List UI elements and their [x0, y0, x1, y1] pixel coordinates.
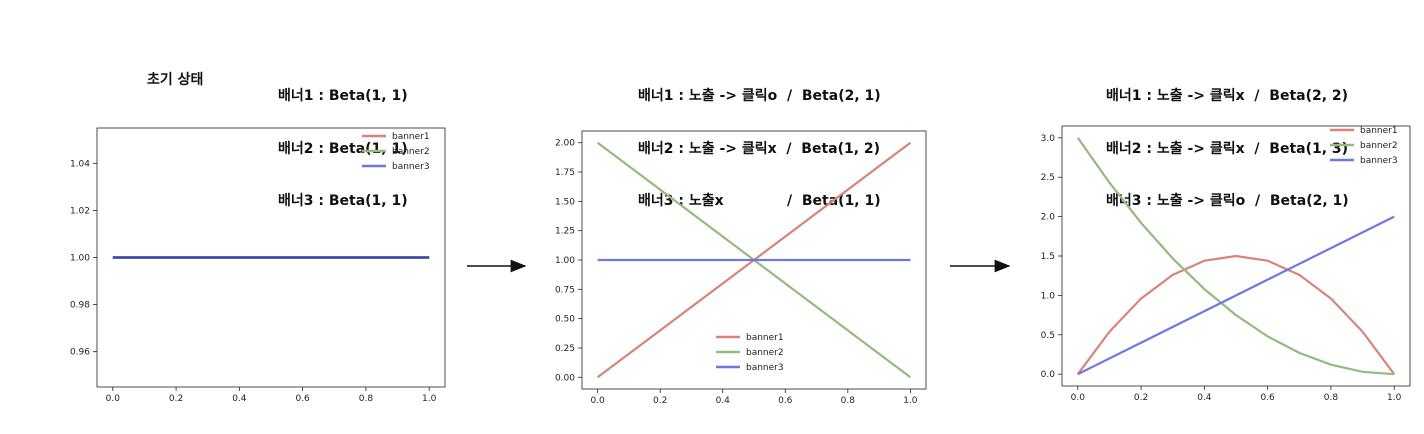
- y-tick-label: 2.5: [1041, 173, 1055, 183]
- x-tick-label: 1.0: [1387, 393, 1402, 403]
- chart-1: 0.0 0.2 0.4 0.6 0.8 1.0 0.96 0.98 1.00 1.02 1.04 ba…: [70, 127, 446, 404]
- y-tick-label: 0.00: [555, 373, 575, 383]
- y-tick-label: 0.5: [1041, 331, 1055, 341]
- legend-label-banner2: banner2: [1360, 141, 1398, 151]
- caption-chart-2: 배너1 : 노출 -> 클릭o / Beta(2, 1) 배너2 : 노출 ->…: [638, 53, 881, 228]
- x-tick-label: 0.6: [295, 394, 310, 404]
- y-tick-label: 1.25: [555, 227, 575, 237]
- series-line-banner1: [1076, 254, 1396, 375]
- y-tick-label: 0.0: [1041, 370, 1056, 380]
- x-tick-label: 0.0: [590, 396, 605, 406]
- x-tick-label: 0.8: [841, 396, 856, 406]
- y-tick-label: 1.50: [555, 197, 575, 207]
- chart-3: 0.0 0.2 0.4 0.6 0.8 1.0 0.0 0.5 1.0 1.5 2.0 2.5 3.0 b…: [1041, 125, 1411, 403]
- y-tick-label: 0.96: [70, 348, 90, 358]
- y-tick-label: 0.25: [555, 344, 575, 354]
- x-tick-label: 0.4: [716, 396, 731, 406]
- legend-label-banner3: banner3: [1360, 156, 1398, 166]
- caption-line: 배너1 : 노출 -> 클릭x / Beta(2, 2): [1106, 88, 1349, 104]
- y-tick-label: 0.75: [555, 285, 575, 295]
- y-tick-label: 3.0: [1041, 134, 1056, 144]
- x-tick-label: 0.6: [778, 396, 793, 406]
- x-tick-label: 1.0: [422, 394, 437, 404]
- caption-line: 배너1 : Beta(1, 1): [278, 88, 408, 104]
- caption-chart-3: 배너1 : 노출 -> 클릭x / Beta(2, 2) 배너2 : 노출 ->…: [1106, 53, 1349, 228]
- x-tick-label: 0.2: [169, 394, 183, 404]
- y-tick-label: 2.0: [1041, 213, 1056, 223]
- legend-label-banner2: banner2: [746, 348, 784, 358]
- legend-label-banner3: banner3: [746, 363, 784, 373]
- caption-line: 배너3 : 노출x / Beta(1, 1): [638, 193, 881, 209]
- x-tick-label: 0.8: [359, 394, 374, 404]
- legend: banner1 banner2 banner3: [1330, 126, 1398, 166]
- y-tick-label: 1.00: [70, 254, 90, 264]
- y-tick-label: 0.98: [70, 301, 90, 311]
- y-tick-label: 1.02: [70, 206, 90, 216]
- x-tick-label: 1.0: [903, 396, 918, 406]
- y-tick-label: 1.00: [555, 256, 575, 266]
- legend-label-banner1: banner1: [392, 132, 430, 142]
- initial-state-label: 초기 상태: [147, 72, 204, 88]
- y-tick-label: 1.04: [70, 159, 90, 169]
- caption-line: 배너1 : 노출 -> 클릭o / Beta(2, 1): [638, 88, 881, 104]
- legend-label-banner2: banner2: [392, 147, 430, 157]
- legend-label-banner3: banner3: [392, 162, 430, 172]
- caption-line: 배너2 : 노출 -> 클릭x / Beta(1, 2): [638, 140, 881, 157]
- y-tick-label: 2.00: [555, 139, 575, 149]
- x-tick-label: 0.6: [1260, 393, 1275, 403]
- legend: banner1 banner2 banner3: [362, 132, 430, 172]
- x-tick-label: 0.0: [106, 394, 121, 404]
- y-tick-label: 1.0: [1041, 291, 1056, 301]
- y-tick-label: 1.75: [555, 168, 575, 178]
- caption-line: 배너2 : 노출 -> 클릭x / Beta(1, 3): [1106, 140, 1349, 157]
- caption-line: 배너3 : Beta(1, 1): [278, 193, 408, 209]
- y-tick-label: 1.5: [1041, 252, 1055, 262]
- chart-2: 0.0 0.2 0.4 0.6 0.8 1.0 0.00 0.25 0.50 0.75 1.00 1.…: [555, 130, 927, 406]
- x-tick-label: 0.4: [1197, 393, 1212, 403]
- y-tick-label: 0.50: [555, 315, 575, 325]
- x-tick-label: 0.4: [232, 394, 247, 404]
- legend: banner1 banner2 banner3: [716, 333, 784, 373]
- x-tick-label: 0.0: [1071, 393, 1086, 403]
- series-line-banner3: [1077, 215, 1395, 376]
- series-line-banner2: [1076, 137, 1395, 376]
- legend-label-banner1: banner1: [746, 333, 784, 343]
- x-tick-label: 0.2: [653, 396, 667, 406]
- caption-chart-1: 배너1 : Beta(1, 1) 배너2 : Beta(1, 1) 배너3 : …: [278, 53, 408, 228]
- caption-line: 배너2 : Beta(1, 1): [278, 140, 408, 157]
- x-tick-label: 0.2: [1134, 393, 1148, 403]
- caption-line: 배너3 : 노출 -> 클릭o / Beta(2, 1): [1106, 193, 1349, 209]
- x-tick-label: 0.8: [1324, 393, 1339, 403]
- legend-label-banner1: banner1: [1360, 126, 1398, 136]
